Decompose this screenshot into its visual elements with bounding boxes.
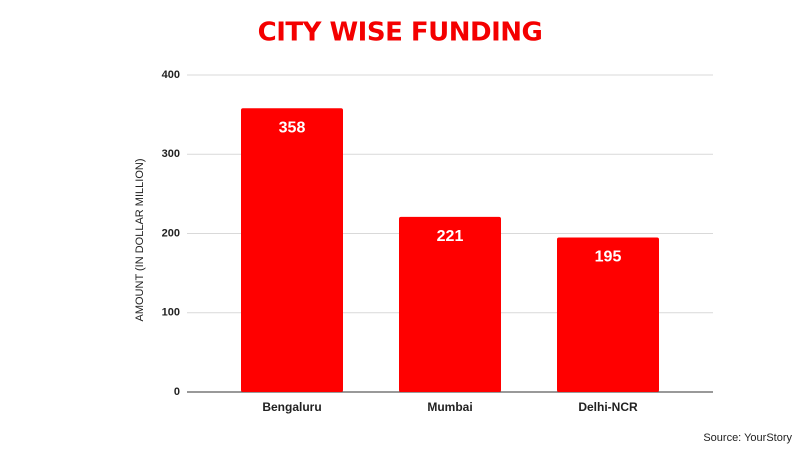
value-label: 358 — [279, 120, 306, 137]
chart-title: CITY WISE FUNDING — [258, 18, 543, 48]
y-tick-label: 100 — [162, 307, 180, 319]
value-label: 221 — [437, 228, 464, 245]
bar — [557, 237, 659, 392]
source-note: Source: YourStory — [703, 432, 792, 444]
value-label: 195 — [595, 249, 622, 266]
x-tick-label: Mumbai — [427, 400, 472, 414]
y-tick-label: 0 — [174, 386, 180, 398]
y-tick-label: 300 — [162, 148, 180, 160]
y-tick-label: 400 — [162, 69, 180, 81]
bar — [241, 108, 343, 392]
bar — [399, 216, 501, 392]
x-tick-label: Bengaluru — [262, 400, 321, 414]
y-tick-label: 200 — [162, 227, 180, 239]
x-tick-label: Delhi-NCR — [578, 400, 638, 414]
y-axis-title: AMOUNT (IN DOLLAR MILLION) — [134, 159, 146, 322]
